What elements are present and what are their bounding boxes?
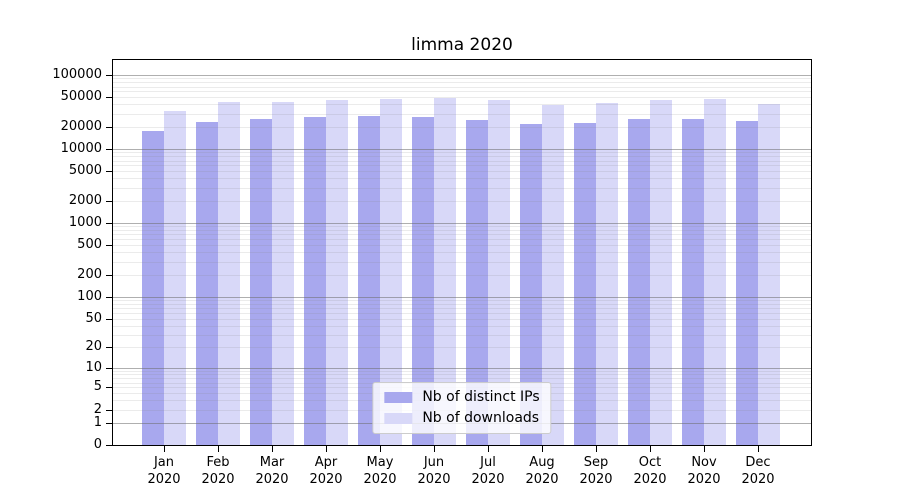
x-tick-label-jan: Jan 2020 xyxy=(147,455,181,487)
legend: Nb of distinct IPs Nb of downloads xyxy=(372,382,552,434)
x-tick-label-nov: Nov 2020 xyxy=(687,455,721,487)
bar-downloads-jul xyxy=(488,99,510,445)
y-tick-20 xyxy=(106,347,112,349)
bar-downloads-oct xyxy=(650,99,672,445)
legend-label-distinct-ips: Nb of distinct IPs xyxy=(422,389,540,405)
y-tick-1 xyxy=(106,422,112,424)
legend-label-downloads: Nb of downloads xyxy=(422,410,540,426)
bar-distinct-ips-feb xyxy=(196,121,218,445)
bars-layer xyxy=(113,60,811,445)
x-tick-oct xyxy=(650,446,651,452)
bar-distinct-ips-jun xyxy=(412,116,434,445)
y-tick-label-2: 2 xyxy=(93,401,102,417)
x-tick-label-mar: Mar 2020 xyxy=(255,455,289,487)
y-tick-50000 xyxy=(106,97,112,99)
x-tick-label-jun: Jun 2020 xyxy=(417,455,451,487)
y-tick-label-20000: 20000 xyxy=(60,118,102,134)
bar-distinct-ips-sep xyxy=(574,122,596,445)
bar-downloads-jan xyxy=(164,110,186,445)
y-tick-label-2000: 2000 xyxy=(68,192,102,208)
y-tick-label-5: 5 xyxy=(93,379,102,395)
bar-distinct-ips-dec xyxy=(736,120,758,445)
y-tick-label-200: 200 xyxy=(77,266,102,282)
bar-distinct-ips-nov xyxy=(682,118,704,445)
y-tick-10000 xyxy=(106,149,112,150)
y-tick-100000 xyxy=(106,75,112,76)
bar-downloads-aug xyxy=(542,105,564,445)
y-tick-label-20: 20 xyxy=(85,339,102,355)
legend-swatch-distinct-ips xyxy=(384,392,413,403)
x-tick-dec xyxy=(758,446,759,452)
legend-item-downloads: Nb of downloads xyxy=(384,411,539,426)
x-tick-sep xyxy=(596,446,597,452)
x-tick-jun xyxy=(434,446,435,452)
bar-distinct-ips-aug xyxy=(520,124,542,445)
plot-area: Nb of distinct IPs Nb of downloads xyxy=(112,59,812,446)
y-tick-200 xyxy=(106,274,112,276)
bar-distinct-ips-jul xyxy=(466,119,488,445)
bar-downloads-feb xyxy=(218,102,240,445)
x-tick-label-may: May 2020 xyxy=(363,455,397,487)
x-tick-label-sep: Sep 2020 xyxy=(579,455,613,487)
x-tick-mar xyxy=(272,446,273,452)
y-tick-1000 xyxy=(106,223,112,224)
y-tick-label-0: 0 xyxy=(93,437,102,452)
y-tick-label-500: 500 xyxy=(77,237,102,253)
y-tick-5000 xyxy=(106,171,112,173)
x-tick-feb xyxy=(218,446,219,452)
bar-distinct-ips-jan xyxy=(142,131,164,445)
y-tick-100 xyxy=(106,296,112,298)
bar-distinct-ips-mar xyxy=(250,119,272,445)
y-tick-label-50: 50 xyxy=(85,310,102,326)
y-tick-label-5000: 5000 xyxy=(68,163,102,179)
y-tick-label-50000: 50000 xyxy=(60,89,102,105)
chart-title: limma 2020 xyxy=(411,35,513,55)
y-tick-500 xyxy=(106,245,112,247)
x-tick-jan xyxy=(164,446,165,452)
x-tick-label-aug: Aug 2020 xyxy=(525,455,559,487)
x-tick-aug xyxy=(542,446,543,452)
y-tick-10 xyxy=(106,367,112,369)
y-tick-label-1: 1 xyxy=(93,414,102,430)
bar-downloads-apr xyxy=(326,99,348,445)
x-tick-label-oct: Oct 2020 xyxy=(633,455,667,487)
bar-distinct-ips-may xyxy=(358,116,380,445)
bar-downloads-dec xyxy=(758,104,780,445)
legend-item-distinct-ips: Nb of distinct IPs xyxy=(384,389,540,405)
x-tick-label-apr: Apr 2020 xyxy=(309,455,343,487)
bar-downloads-nov xyxy=(704,99,726,445)
x-tick-apr xyxy=(326,446,327,452)
y-tick-2 xyxy=(106,409,112,411)
x-tick-nov xyxy=(704,446,705,452)
bar-downloads-mar xyxy=(272,101,294,445)
y-tick-label-10: 10 xyxy=(85,359,102,375)
x-tick-may xyxy=(380,446,381,452)
y-tick-2000 xyxy=(106,200,112,202)
bar-distinct-ips-oct xyxy=(628,118,650,445)
y-tick-label-100: 100 xyxy=(77,288,102,304)
bar-distinct-ips-apr xyxy=(304,117,326,445)
x-tick-jul xyxy=(488,446,489,452)
y-tick-5 xyxy=(106,387,112,389)
y-tick-20000 xyxy=(106,126,112,128)
x-tick-label-dec: Dec 2020 xyxy=(741,455,775,487)
legend-swatch-downloads xyxy=(384,413,413,424)
x-tick-label-jul: Jul 2020 xyxy=(471,455,505,487)
x-tick-label-feb: Feb 2020 xyxy=(201,455,235,487)
y-tick-50 xyxy=(106,318,112,320)
y-tick-label-100000: 100000 xyxy=(52,67,102,82)
bar-downloads-jun xyxy=(434,98,456,445)
y-tick-label-10000: 10000 xyxy=(60,141,102,156)
y-tick-0 xyxy=(106,445,112,446)
bar-downloads-sep xyxy=(596,103,618,445)
y-tick-label-1000: 1000 xyxy=(68,215,102,230)
bar-downloads-may xyxy=(380,99,402,445)
